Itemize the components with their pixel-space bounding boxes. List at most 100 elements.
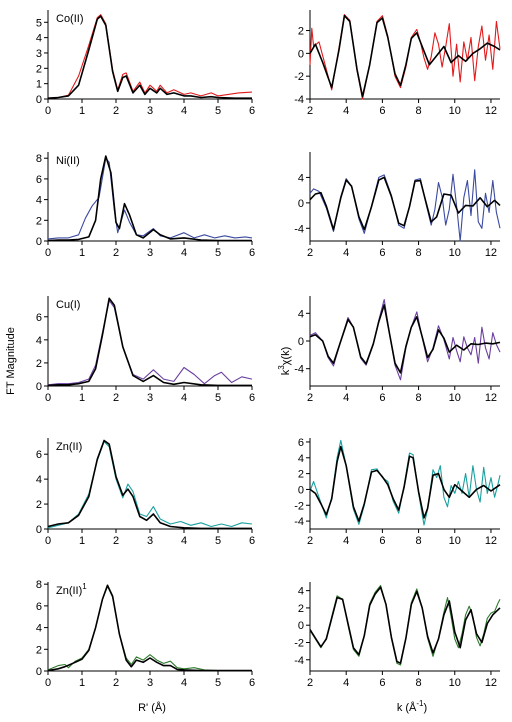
x-tick-label: 5 — [215, 677, 221, 689]
left-y-axis-label: FT Magnitude — [5, 327, 17, 395]
fit-line — [309, 176, 501, 231]
x-tick-label: 2 — [307, 247, 313, 259]
y-tick-label: 0 — [36, 666, 42, 678]
y-tick-label: -2 — [294, 637, 304, 649]
x-tick-label: 0 — [45, 392, 51, 404]
y-tick-label: 0 — [36, 381, 42, 393]
y-tick-label: 0 — [298, 48, 304, 60]
experiment-line — [309, 14, 501, 100]
x-tick-label: 10 — [449, 105, 461, 117]
x-tick-label: 0 — [45, 105, 51, 117]
y-tick-label: 4 — [298, 453, 304, 465]
panel-label: Co(II) — [56, 13, 84, 25]
experiment-line — [47, 300, 253, 386]
y-tick-label: 2 — [298, 26, 304, 38]
x-tick-label: 1 — [79, 105, 85, 117]
experiment-line — [47, 157, 253, 240]
x-tick-label: 5 — [215, 247, 221, 259]
x-tick-label: 1 — [79, 677, 85, 689]
x-tick-label: 0 — [45, 247, 51, 259]
x-tick-label: 4 — [343, 392, 349, 404]
x-tick-label: 3 — [147, 247, 153, 259]
x-tick-label: 8 — [416, 677, 422, 689]
panel-label: Ni(II) — [56, 155, 80, 167]
y-tick-label: 0 — [298, 198, 304, 210]
y-tick-label: -2 — [294, 500, 304, 512]
x-tick-label: 1 — [79, 247, 85, 259]
x-tick-label: 0 — [45, 535, 51, 547]
x-tick-label: 1 — [79, 535, 85, 547]
fit-line — [47, 439, 252, 530]
x-tick-label: 3 — [147, 535, 153, 547]
x-tick-label: 6 — [249, 535, 255, 547]
experiment-line — [47, 14, 253, 99]
x-tick-label: 6 — [249, 677, 255, 689]
x-tick-label: 2 — [113, 535, 119, 547]
x-tick-label: 12 — [485, 535, 497, 547]
x-tick-label: 6 — [249, 105, 255, 117]
x-tick-label: 4 — [181, 392, 187, 404]
x-tick-label: 8 — [416, 247, 422, 259]
panel-label: Zn(II) — [56, 441, 82, 453]
y-tick-label: 3 — [36, 48, 42, 60]
panel-label: Cu(I) — [56, 299, 80, 311]
y-tick-label: 4 — [298, 172, 304, 184]
y-tick-label: 4 — [298, 308, 304, 320]
y-tick-label: 6 — [36, 449, 42, 461]
panel-9: 2 4 6 8 10 12 -4 -2 0 2 4 — [294, 582, 501, 689]
fit-line — [47, 155, 252, 242]
right-y-axis-label-rest: χ(k) — [280, 347, 292, 366]
x-tick-label: 2 — [113, 105, 119, 117]
y-tick-label: 4 — [36, 335, 42, 347]
fit-line — [47, 15, 252, 99]
y-tick-label: 2 — [36, 644, 42, 656]
panel-5: 2 4 6 8 10 12 -4 0 4 — [294, 296, 501, 404]
fit-line — [47, 584, 252, 672]
panel-2: 0 1 2 3 4 5 6 0 2 4 6 8 Ni(II) — [36, 152, 255, 259]
y-tick-label: 6 — [36, 174, 42, 186]
x-tick-label: 12 — [485, 105, 497, 117]
x-tick-label: 10 — [449, 247, 461, 259]
y-tick-label: 4 — [298, 586, 304, 598]
fit-line — [309, 445, 501, 522]
y-tick-label: 8 — [36, 579, 42, 591]
x-tick-label: 4 — [343, 535, 349, 547]
fit-line — [309, 586, 501, 665]
x-tick-label: 2 — [307, 677, 313, 689]
x-tick-label: 12 — [485, 392, 497, 404]
y-tick-label: 5 — [36, 17, 42, 29]
y-tick-label: 0 — [298, 336, 304, 348]
x-tick-label: 4 — [343, 105, 349, 117]
y-tick-label: 0 — [36, 94, 42, 106]
y-tick-label: -2 — [294, 71, 304, 83]
y-tick-label: 4 — [36, 33, 42, 45]
x-tick-label: 5 — [215, 535, 221, 547]
y-tick-label: 2 — [36, 215, 42, 227]
panel-3: 2 4 6 8 10 12 -4 0 4 — [294, 152, 501, 259]
x-tick-label: 2 — [307, 105, 313, 117]
y-tick-label: -4 — [294, 655, 304, 667]
x-tick-label: 2 — [307, 392, 313, 404]
x-tick-label: 6 — [379, 392, 385, 404]
right-x-axis-label: k (Å-1) — [397, 699, 427, 714]
panel-4: 0 1 2 3 4 5 6 0 2 4 6 Cu(I) — [36, 296, 255, 404]
y-tick-label: -4 — [294, 364, 304, 376]
y-tick-label: 0 — [36, 236, 42, 248]
x-tick-label: 2 — [113, 392, 119, 404]
x-tick-label: 10 — [449, 677, 461, 689]
y-tick-label: -4 — [294, 94, 304, 106]
left-x-axis-label: R' (Å) — [138, 701, 166, 714]
y-tick-label: 2 — [36, 358, 42, 370]
x-tick-label: 8 — [416, 105, 422, 117]
y-tick-label: 2 — [298, 469, 304, 481]
y-tick-label: 6 — [36, 312, 42, 324]
y-tick-label: 0 — [298, 620, 304, 632]
x-tick-label: 3 — [147, 677, 153, 689]
x-tick-label: 6 — [379, 247, 385, 259]
x-tick-label: 12 — [485, 677, 497, 689]
x-tick-label: 12 — [485, 247, 497, 259]
fit-line — [309, 14, 501, 98]
x-tick-label: 4 — [181, 247, 187, 259]
